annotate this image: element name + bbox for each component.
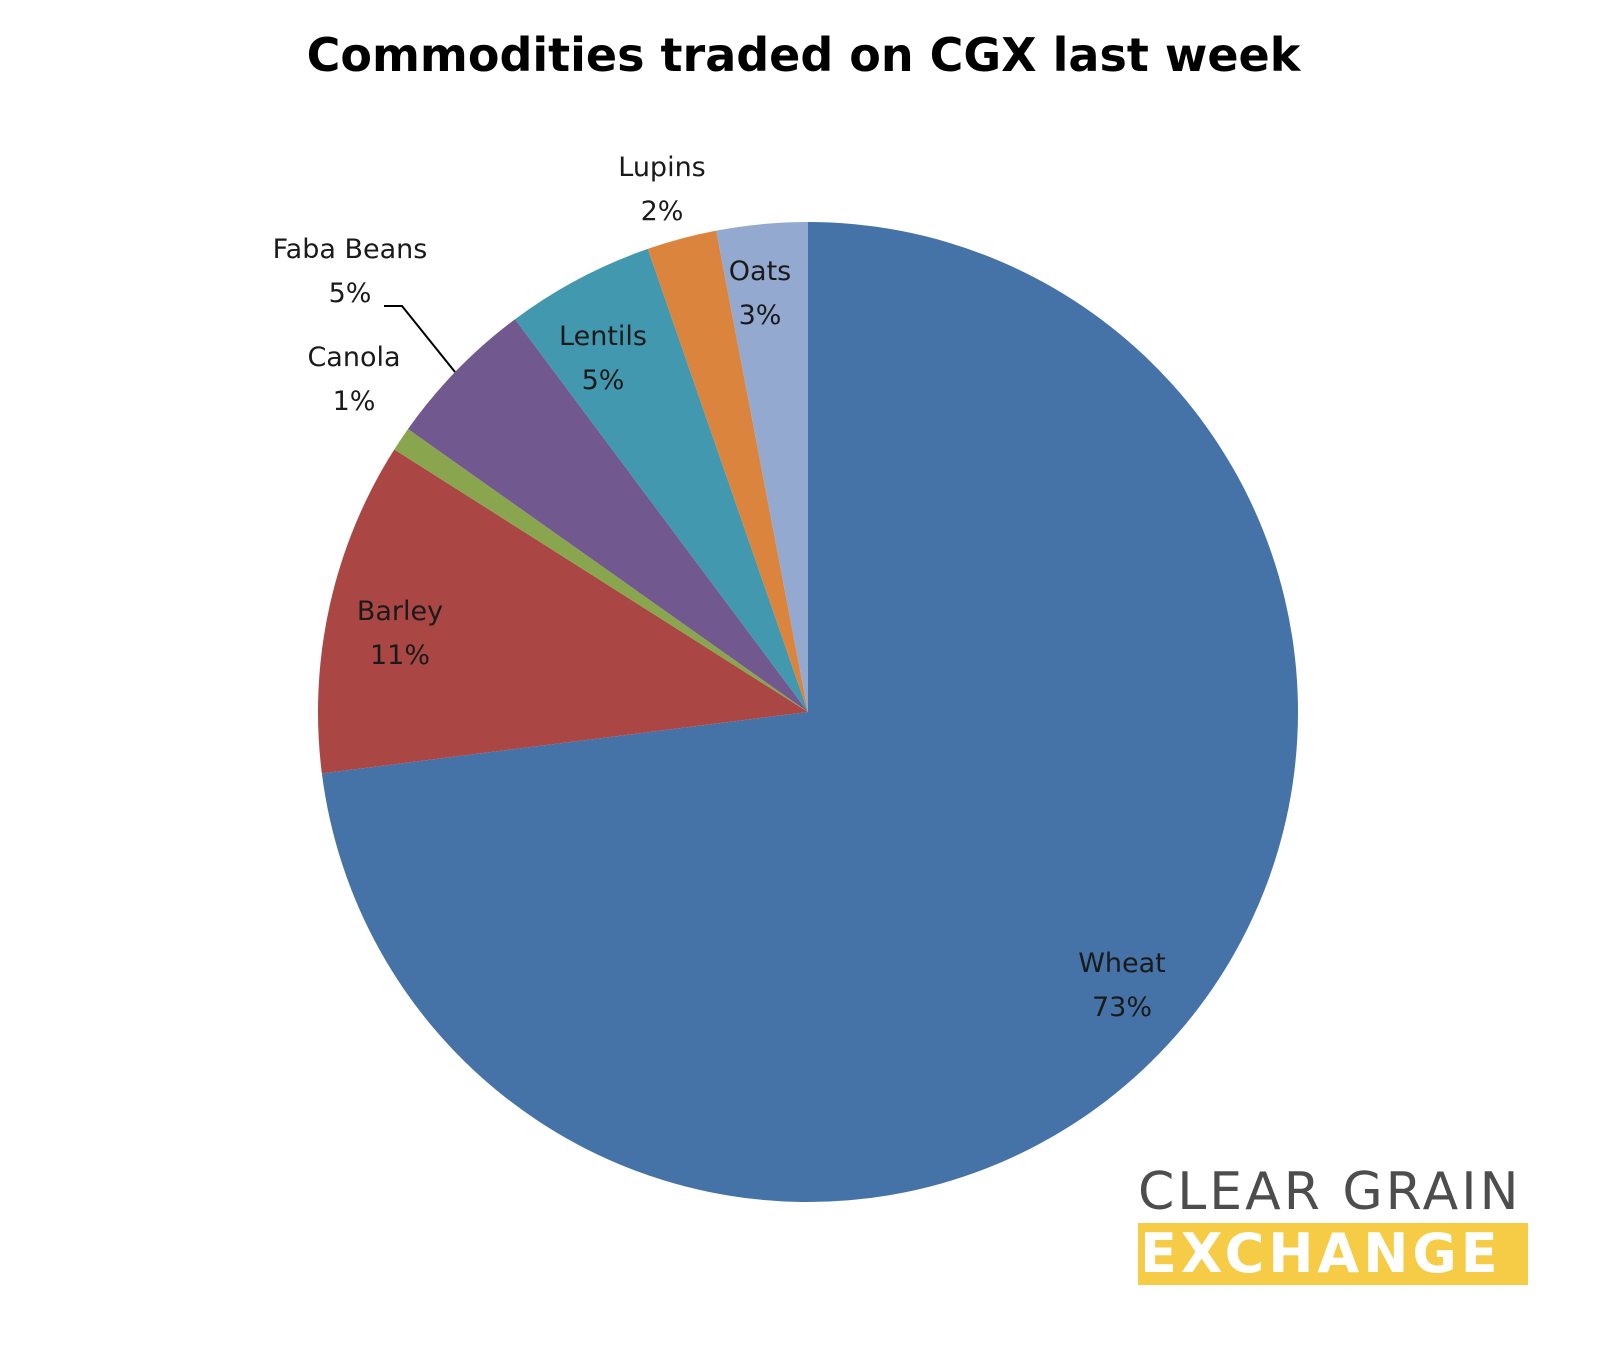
leader-line-faba-beans — [384, 305, 456, 373]
logo-line-1: CLEAR GRAIN — [1138, 1162, 1522, 1222]
slice-label-name-wheat: Wheat — [1078, 948, 1166, 979]
slice-label-percent-oats: 3% — [739, 300, 782, 331]
slice-label-name-faba-beans: Faba Beans — [273, 234, 428, 265]
slice-label-name-lentils: Lentils — [559, 321, 647, 352]
pie-slice-canola — [394, 428, 808, 712]
pie-slice-lentils — [515, 248, 808, 713]
clear-grain-exchange-logo: CLEAR GRAIN EXCHANGE — [1138, 1165, 1528, 1285]
slice-label-percent-barley: 11% — [370, 640, 430, 671]
pie-slice-lupins — [647, 230, 808, 712]
slice-label-name-oats: Oats — [729, 256, 791, 287]
slice-label-percent-canola: 1% — [333, 386, 376, 417]
pie-slice-wheat — [321, 222, 1298, 1202]
pie-slice-oats — [716, 222, 808, 712]
pie-slice-faba-beans — [407, 319, 808, 712]
slice-label-name-lupins: Lupins — [618, 152, 706, 183]
slice-label-name-canola: Canola — [307, 342, 400, 373]
pie-slice-barley — [317, 449, 808, 774]
slice-label-percent-lentils: 5% — [582, 365, 625, 396]
chart-title: Commodities traded on CGX last week — [306, 28, 1301, 82]
slice-label-percent-faba-beans: 5% — [329, 278, 372, 309]
slice-label-percent-lupins: 2% — [641, 196, 684, 227]
slice-label-name-barley: Barley — [357, 596, 443, 627]
slice-label-percent-wheat: 73% — [1092, 992, 1152, 1023]
logo-line-2: EXCHANGE — [1138, 1223, 1528, 1285]
